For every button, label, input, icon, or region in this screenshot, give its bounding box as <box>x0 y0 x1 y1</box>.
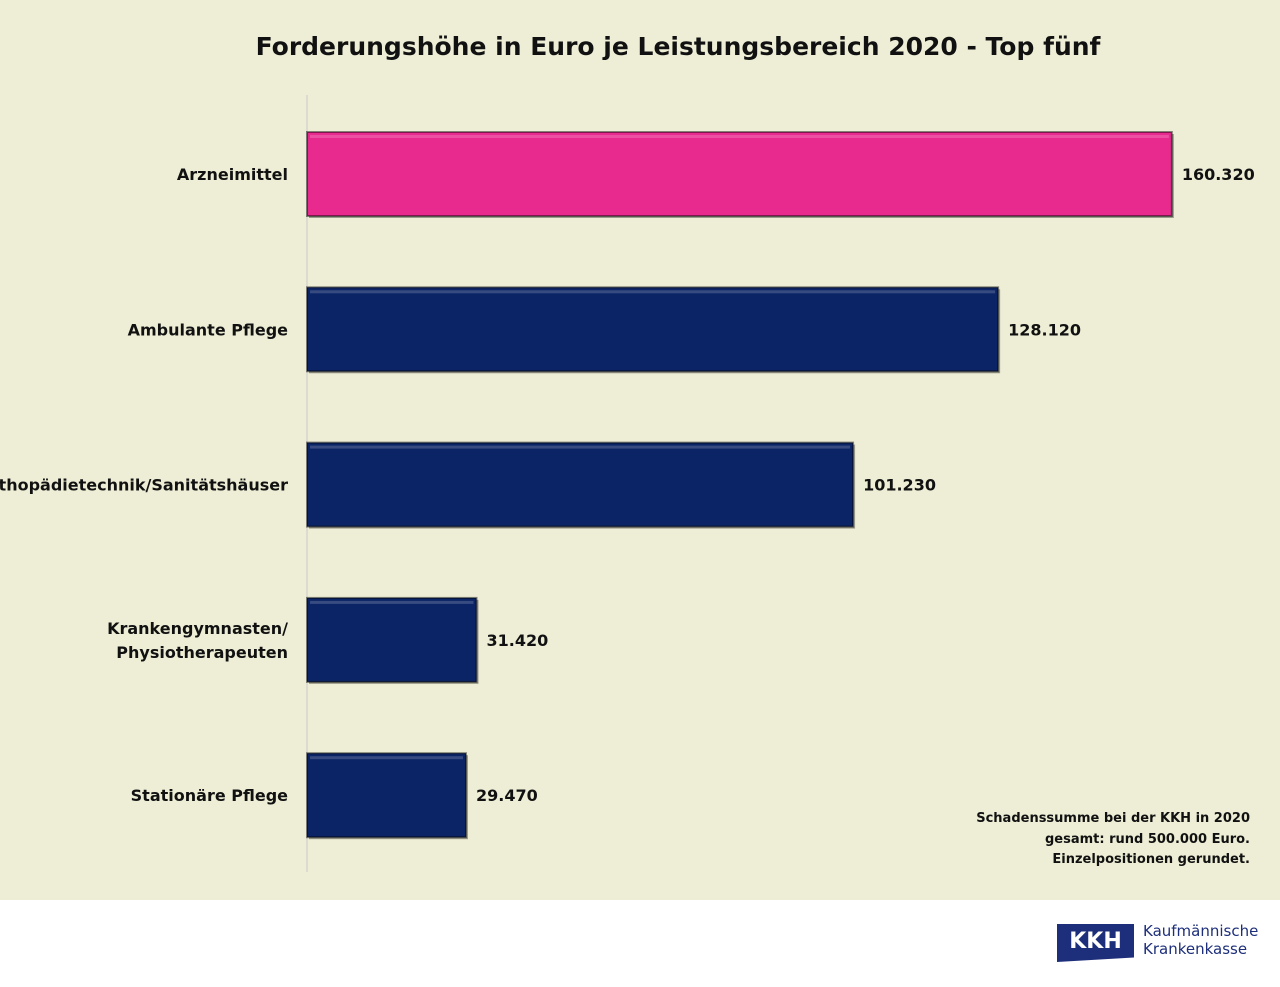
value-label: 128.120 <box>1008 320 1081 339</box>
bar-bevel <box>310 445 851 449</box>
chart-title: Forderungshöhe in Euro je Leistungsberei… <box>255 32 1101 61</box>
category-label: Arzneimittel <box>177 165 288 184</box>
logo-mark: KKH <box>1057 924 1134 962</box>
value-label: 31.420 <box>486 631 548 650</box>
category-label: Ambulante Pflege <box>128 320 289 339</box>
bar-bevel <box>310 756 463 760</box>
value-label: 101.230 <box>863 476 936 495</box>
footnote-line: Einzelpositionen gerundet. <box>1052 852 1250 867</box>
bar <box>306 752 467 839</box>
bar-bevel <box>310 600 474 604</box>
bar <box>306 286 1000 373</box>
value-label: 29.470 <box>476 786 538 805</box>
logo-line: Krankenkasse <box>1143 940 1248 958</box>
footnote-line: gesamt: rund 500.000 Euro. <box>1044 831 1250 847</box>
category-label: Orthopädietechnik/Sanitätshäuser <box>0 476 288 495</box>
bar-bevel <box>310 290 996 294</box>
category-label: Stationäre Pflege <box>131 786 288 805</box>
bar <box>306 441 855 528</box>
logo-line: Kaufmännische <box>1143 922 1259 940</box>
bar <box>306 131 1173 217</box>
bar-bevel <box>310 135 1169 138</box>
bar-chart: 160.320 Arzneimittel 128.120 Ambulante Pfle… <box>0 95 1255 872</box>
bar <box>306 596 478 683</box>
footnote-line: Schadenssumme bei der KKH in 2020 <box>976 811 1250 826</box>
kkh-logo: KKH Kaufmännische Krankenkasse <box>1057 922 1258 962</box>
value-label: 160.320 <box>1182 165 1255 184</box>
footnote: Schadenssumme bei der KKH in 2020 gesamt… <box>976 809 1250 871</box>
category-label: Krankengymnasten/Physiotherapeuten <box>107 619 288 662</box>
